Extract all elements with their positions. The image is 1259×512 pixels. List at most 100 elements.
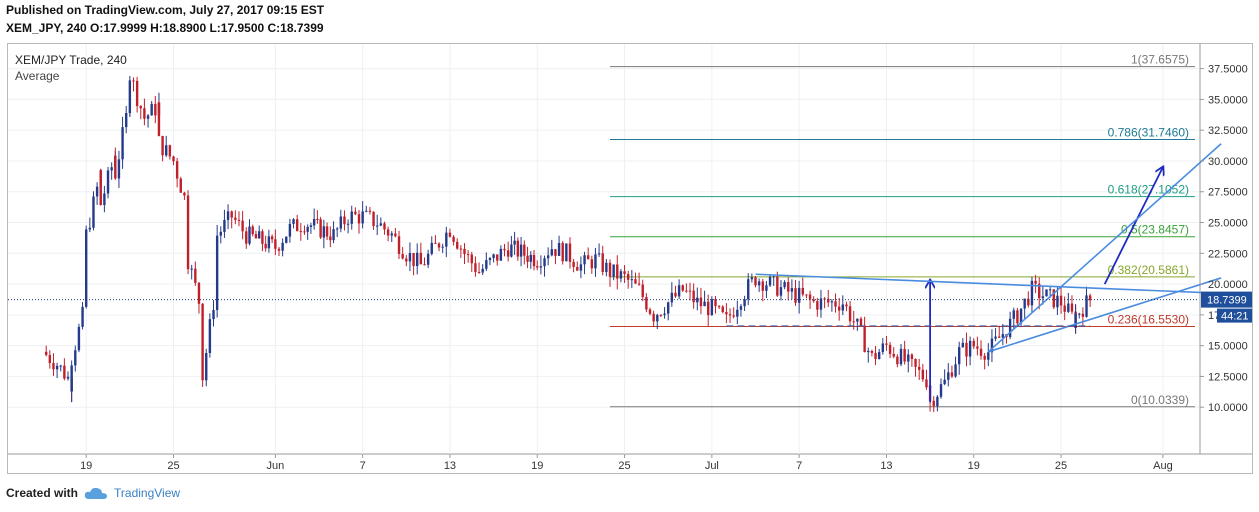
x-tick-label: 25 <box>1055 460 1067 472</box>
tradingview-link[interactable]: TradingView <box>114 486 181 500</box>
candle-body <box>856 318 859 322</box>
candle-body <box>717 306 721 308</box>
candle-body <box>1081 313 1085 317</box>
candle-body <box>939 384 943 397</box>
candle-body <box>827 298 830 303</box>
candle-body <box>303 231 306 233</box>
y-tick-label: 27.5000 <box>1208 187 1248 199</box>
x-tick-label: Aug <box>1153 460 1173 472</box>
y-tick-label: 32.5000 <box>1208 125 1248 137</box>
candle-body <box>1016 310 1019 324</box>
candle-body <box>270 236 274 240</box>
trendline-line <box>987 143 1222 353</box>
candle-body <box>526 255 529 262</box>
candle-body <box>823 298 826 300</box>
candle-body <box>765 285 768 291</box>
candle-body <box>306 226 309 232</box>
x-tick-label: 13 <box>880 460 892 472</box>
fib-level-label: 0.5(23.8457) <box>1121 223 1189 237</box>
candle-body <box>251 226 254 235</box>
candle-body <box>332 229 335 241</box>
candle-body <box>309 225 313 227</box>
candle-body <box>1038 283 1041 299</box>
candle-body <box>241 220 244 232</box>
price-axis: 10.000012.500015.000017.500020.000022.50… <box>1200 64 1252 414</box>
candle-body <box>103 193 106 206</box>
candle-body <box>412 253 415 267</box>
x-tick-label: Jun <box>266 460 284 472</box>
candle-body <box>437 243 441 248</box>
price-chart[interactable]: 1(37.6575) 0.786(31.7460) 0.618(27.1052) 0.… <box>8 44 1252 473</box>
time-axis: 19 25 Jun 7 13 19 25 Jul 7 13 19 25 Aug <box>80 454 1173 472</box>
candle-body <box>63 365 66 379</box>
candle-body <box>685 290 688 292</box>
candle-body <box>754 277 757 286</box>
candle-body <box>248 226 251 244</box>
candle-body <box>223 219 226 232</box>
candle-body <box>292 219 295 224</box>
candle-body <box>55 365 59 370</box>
candle-body <box>892 353 895 357</box>
candle-body <box>139 106 142 109</box>
candle-body <box>322 226 326 238</box>
candle-body <box>863 325 866 353</box>
candle-body <box>1001 334 1005 338</box>
candle-body <box>350 211 353 224</box>
candle-body <box>954 364 957 377</box>
candle-body <box>1085 295 1088 317</box>
candle-body <box>692 290 695 303</box>
candle-body <box>52 363 55 370</box>
chart-subtitle: Average <box>15 69 60 83</box>
grid <box>8 44 1252 455</box>
candle-body <box>357 214 361 224</box>
candle-body <box>976 346 979 349</box>
candle-body <box>648 309 652 314</box>
candle-body <box>513 240 516 245</box>
fib-level-label: 0(10.0339) <box>1131 393 1189 407</box>
candle-body <box>837 306 841 311</box>
candle-body <box>732 315 735 317</box>
candle-body <box>125 113 128 128</box>
candle-body <box>510 244 513 257</box>
candle-body <box>907 354 910 362</box>
candle-body <box>623 271 626 274</box>
candle-body <box>416 252 419 267</box>
candle-body <box>194 268 197 283</box>
candle-body <box>783 281 786 288</box>
candle-body <box>466 254 470 256</box>
candle-body <box>441 246 444 248</box>
candle-body <box>634 279 637 284</box>
candle-body <box>44 351 48 356</box>
candle-body <box>519 244 523 257</box>
candle-body <box>630 279 634 281</box>
candle-body <box>212 310 215 320</box>
candle-body <box>319 219 322 238</box>
candle-body <box>845 304 848 307</box>
candle-body <box>397 236 401 254</box>
candle-body <box>146 115 150 119</box>
candle-body <box>201 323 204 381</box>
candle-body <box>972 340 975 347</box>
candle-body <box>459 248 463 250</box>
candle-body <box>288 223 292 237</box>
candle-body <box>99 170 102 206</box>
candle-body <box>172 156 175 162</box>
candle-body <box>477 271 481 273</box>
candle-body <box>696 297 699 303</box>
y-tick-label: 37.5000 <box>1208 64 1248 76</box>
candle-body <box>452 236 455 242</box>
candle-body <box>365 210 368 212</box>
candle-body <box>92 196 95 228</box>
candle-body <box>990 338 994 353</box>
candle-body <box>681 285 684 291</box>
candle-body <box>257 231 261 239</box>
candle-body <box>841 304 844 311</box>
candle-body <box>612 264 615 277</box>
candle-body <box>801 287 804 295</box>
candles <box>44 76 1092 413</box>
candle-body <box>776 276 779 296</box>
candle-body <box>496 254 499 261</box>
countdown-label: 44:21 <box>1221 311 1249 323</box>
candle-body <box>299 231 303 233</box>
published-header: Published on TradingView.com, July 27, 2… <box>6 3 325 17</box>
